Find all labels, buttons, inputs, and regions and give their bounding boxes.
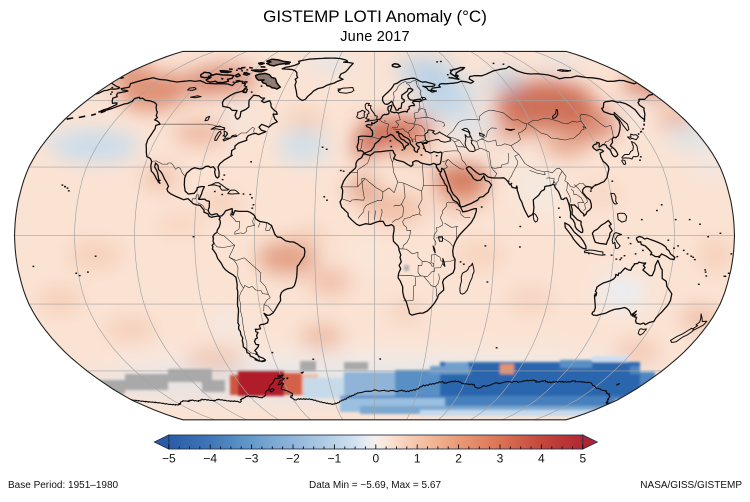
svg-text:2: 2 <box>455 452 462 466</box>
svg-text:−5: −5 <box>162 452 176 466</box>
svg-text:0: 0 <box>372 452 379 466</box>
svg-text:−4: −4 <box>203 452 217 466</box>
svg-text:−3: −3 <box>245 452 259 466</box>
svg-text:−2: −2 <box>286 452 300 466</box>
svg-text:GISTEMP LOTI Anomaly (°C): GISTEMP LOTI Anomaly (°C) <box>263 7 487 26</box>
svg-text:−1: −1 <box>328 452 342 466</box>
svg-text:3: 3 <box>497 452 504 466</box>
svg-text:June 2017: June 2017 <box>340 29 410 45</box>
svg-text:5: 5 <box>579 452 586 466</box>
svg-text:1: 1 <box>414 452 421 466</box>
svg-text:Base Period: 1951–1980: Base Period: 1951–1980 <box>8 480 119 491</box>
svg-text:Data Min = −5.69, Max = 5.67: Data Min = −5.69, Max = 5.67 <box>309 480 441 491</box>
svg-text:NASA/GISS/GISTEMP: NASA/GISS/GISTEMP <box>640 480 742 491</box>
svg-text:4: 4 <box>538 452 545 466</box>
